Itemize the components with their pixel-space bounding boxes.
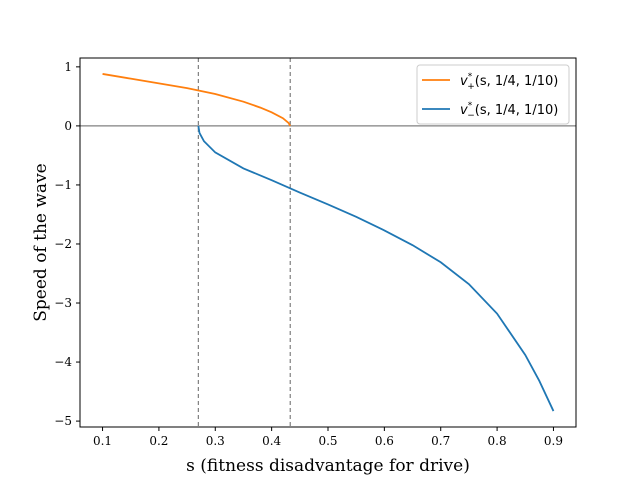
- y-tick-label: 0: [64, 119, 72, 133]
- y-tick-label: −2: [54, 237, 72, 251]
- legend-box: [416, 64, 570, 125]
- y-tick-label: −5: [54, 414, 72, 428]
- y-tick-label: −1: [54, 178, 72, 192]
- x-tick-label: 0.4: [262, 434, 281, 448]
- legend: v* +(s, 1/4, 1/10) v* −(s, 1/4, 1/10): [416, 64, 570, 125]
- x-tick-label: 0.9: [544, 434, 563, 448]
- series-line-1: [102, 73, 292, 127]
- plot-area: [80, 58, 576, 427]
- x-tick-label: 0.5: [318, 434, 337, 448]
- series-line-2: [197, 125, 555, 412]
- x-tick-label: 0.1: [93, 434, 112, 448]
- x-tick-label: 0.7: [431, 434, 450, 448]
- y-tick-label: −4: [54, 355, 72, 369]
- x-axis-label: s (fitness disadvantage for drive): [186, 456, 470, 476]
- legend-label-1: v* +(s, 1/4, 1/10): [460, 72, 558, 92]
- plot-frame: [79, 57, 577, 428]
- y-tick-label: 1: [64, 60, 72, 74]
- y-tick-label: −3: [54, 296, 72, 310]
- x-tick-label: 0.6: [375, 434, 394, 448]
- legend-label-2: v* −(s, 1/4, 1/10): [460, 101, 558, 121]
- y-axis: 1 0 −1 −2 −3 −4 −5: [54, 60, 80, 428]
- y-axis-label: Speed of the wave: [31, 163, 51, 321]
- x-tick-label: 0.2: [149, 434, 168, 448]
- x-axis: 0.1 0.2 0.3 0.4 0.5 0.6 0.7 0.8 0.9: [93, 427, 563, 448]
- x-tick-label: 0.3: [206, 434, 225, 448]
- x-tick-label: 0.8: [488, 434, 507, 448]
